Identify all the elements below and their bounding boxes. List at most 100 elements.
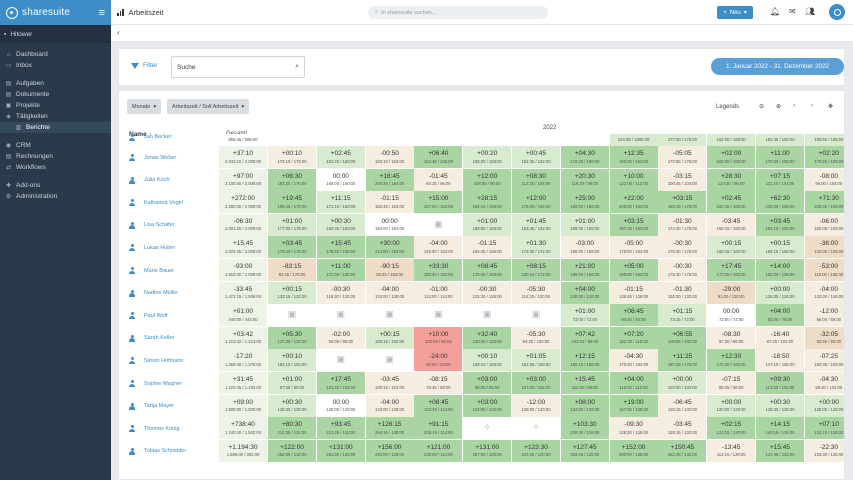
time-cell[interactable]: +04:00 82:00 / 78:00 (756, 304, 804, 327)
time-cell[interactable]: +22:00 206:00 / 184:00 (609, 191, 658, 214)
time-cell[interactable]: 00:00 120:00 / 120:00 (316, 394, 365, 417)
time-cell[interactable]: +07:15 111:15 / 104:00 (756, 168, 804, 191)
time-cell[interactable]: -03:00 165:00 / 168:00 (560, 236, 609, 259)
time-cell[interactable]: +62:30 228:30 / 166:00 (756, 191, 804, 214)
time-cell[interactable]: +00:00 104:00 / 104:00 (658, 372, 707, 394)
time-cell[interactable]: ▣ (365, 304, 414, 327)
time-cell[interactable]: +152:00 290:00 / 138:00 (609, 439, 658, 462)
time-cell[interactable]: +00:30 126:30 / 126:00 (756, 394, 804, 417)
time-cell[interactable]: -03:15 100:45 / 104:00 (658, 168, 707, 191)
time-cell[interactable]: +123:30 243:30 / 120:00 (512, 439, 560, 462)
time-cell[interactable]: +00:15 132:15 / 132:00 (268, 281, 316, 304)
time-cell[interactable]: +01:05 161:05 / 160:00 (512, 349, 560, 372)
time-cell[interactable]: +08:00 134:00 / 126:00 (560, 394, 609, 417)
time-cell[interactable]: +156:00 294:00 / 138:00 (365, 439, 414, 462)
time-cell[interactable]: -01:45 94:15 / 96:00 (414, 168, 463, 191)
time-cell[interactable]: +11:00 171:00 / 160:00 (316, 259, 365, 281)
time-cell[interactable]: -07:15 88:45 / 96:00 (707, 372, 756, 394)
time-cell[interactable]: +02:00 162:00 / 160:00 (707, 146, 756, 168)
time-cell[interactable]: +20:30 116:30 / 96:00 (560, 168, 609, 191)
time-cell[interactable]: -04:00 148:00 / 152:00 (414, 236, 463, 259)
time-cell[interactable]: -08:15 79:45 / 88:00 (414, 372, 463, 394)
time-cell[interactable]: -03:45 156:15 / 160:00 (707, 213, 756, 236)
employee-name[interactable]: Tobias Schneider (129, 440, 186, 463)
time-cell[interactable]: +06:45 90:45 / 84:00 (609, 304, 658, 327)
time-cell[interactable] (512, 134, 560, 146)
sidebar-item-inbox[interactable]: ▭ Inbox (0, 60, 111, 71)
employee-name[interactable]: Julia Koch (129, 169, 169, 192)
time-cell[interactable]: +19:00 157:00 / 138:00 (609, 394, 658, 417)
time-cell[interactable]: -06:45 125:15 / 132:00 (658, 394, 707, 417)
time-cell[interactable]: -00:50 183:10 / 184:00 (365, 146, 414, 168)
time-cell[interactable]: -00:30 119:30 / 120:00 (316, 281, 365, 304)
time-cell[interactable]: 00:00 184:00 / 184:00 (365, 213, 414, 236)
employee-name[interactable]: Sarah Keller (129, 327, 174, 350)
time-cell[interactable]: +06:30 182:30 / 176:00 (268, 168, 316, 191)
time-cell[interactable]: +28:30 124:30 / 96:00 (707, 168, 756, 191)
employee-name[interactable]: Thomas König (129, 417, 179, 440)
time-cell[interactable]: ▣ (316, 349, 365, 372)
time-cell[interactable]: -05:05 170:55 / 176:00 (658, 146, 707, 168)
time-cell[interactable]: +03:45 164:15 / 160:00 (756, 213, 804, 236)
mail-icon[interactable]: ✉ (789, 7, 796, 16)
time-cell[interactable]: -13:45 114:15 / 128:00 (707, 439, 756, 462)
time-cell[interactable]: +10:00 122:00 / 112:00 (609, 168, 658, 191)
time-cell[interactable]: -03:45 100:15 / 104:00 (365, 372, 414, 394)
time-cell[interactable]: +131:00 257:00 / 126:00 (463, 439, 512, 462)
time-cell[interactable]: -04:30 179:30 / 184:00 (609, 349, 658, 372)
sidebar-item-crm[interactable]: ◉ CRM (0, 140, 111, 151)
time-cell[interactable]: +17:45 121:45 / 104:00 (316, 372, 365, 394)
time-cell[interactable]: +19:45 195:45 / 176:00 (268, 191, 316, 214)
time-cell[interactable]: ▣ (365, 349, 414, 372)
date-range-button[interactable]: 1. Januar 2022 - 31. Dezember 2022 (711, 58, 844, 75)
time-cell[interactable]: +03:00 99:00 / 96:00 (463, 372, 512, 394)
time-cell[interactable]: +00:10 184:10 / 184:00 (268, 349, 316, 372)
time-cell[interactable]: ▣ (463, 304, 512, 327)
bell-icon[interactable]: 🔔︎ (770, 7, 781, 16)
time-cell[interactable]: +08:30 112:30 / 104:00 (512, 168, 560, 191)
chevron-right-icon[interactable]: › (811, 103, 813, 109)
time-cell[interactable]: -00:30 125:30 / 126:00 (463, 281, 512, 304)
employee-name[interactable]: Jonas Weber (129, 146, 176, 169)
time-cell[interactable]: +12:00 176:00 / 164:00 (512, 191, 560, 214)
time-cell[interactable]: +00:15 166:15 / 166:00 (756, 236, 804, 259)
time-cell[interactable]: +02:20 170:20 / 168:00 (804, 146, 844, 168)
time-cell[interactable]: +33:30 185:30 / 152:00 (414, 259, 463, 281)
time-cell[interactable]: +00:10 176:10 / 176:00 (268, 146, 316, 168)
time-cell[interactable]: +11:25 187:25 / 176:00 (658, 349, 707, 372)
time-cell[interactable]: 00:00 72:00 / 72:00 (707, 304, 756, 327)
time-cell[interactable]: +01:30 173:30 / 172:00 (512, 236, 560, 259)
time-cell[interactable]: +00:00 120:00 / 120:00 (707, 394, 756, 417)
time-cell[interactable]: +80:30 212:30 / 132:00 (268, 417, 316, 440)
time-cell[interactable]: -01:00 113:00 / 114:00 (414, 281, 463, 304)
time-cell[interactable]: -08:00 96:00 / 104:00 (804, 168, 844, 191)
users-icon[interactable]: 👥︎ (805, 7, 816, 16)
menu-toggle-icon[interactable]: ≡ (98, 6, 105, 19)
time-cell[interactable]: +71:30 239:30 / 168:00 (804, 191, 844, 214)
employee-name[interactable]: Katharina Vogel (129, 191, 183, 214)
time-cell[interactable]: +02:45 162:45 / 160:00 (707, 191, 756, 214)
time-cell[interactable]: +05:00 189:00 / 184:00 (609, 259, 658, 281)
time-cell[interactable]: +12:15 180:15 / 168:00 (560, 349, 609, 372)
time-cell[interactable]: +25:00 193:00 / 168:00 (560, 191, 609, 214)
time-cell[interactable]: -12:00 108:00 / 120:00 (512, 394, 560, 417)
time-cell[interactable]: +122:00 254:00 / 132:00 (268, 439, 316, 462)
global-search-input[interactable]: ⌕ In sharesuite suchen... (368, 6, 548, 19)
time-cell[interactable]: -06:00 162:00 / 168:00 (804, 213, 844, 236)
time-cell[interactable]: +04:00 130:00 / 126:00 (560, 281, 609, 304)
time-cell[interactable]: +01:00 169:00 / 168:00 (560, 213, 609, 236)
time-cell[interactable]: +126:15 264:15 / 138:00 (365, 417, 414, 440)
time-cell[interactable]: -29:00 91:00 / 120:00 (707, 281, 756, 304)
time-cell[interactable]: +00:20 168:20 / 168:00 (463, 146, 512, 168)
time-cell[interactable]: -05:00 179:00 / 184:00 (609, 236, 658, 259)
time-cell[interactable]: +30:00 214:00 / 184:00 (365, 236, 414, 259)
time-cell[interactable]: +16:45 200:45 / 184:00 (365, 168, 414, 191)
time-cell[interactable]: -01:15 166:45 / 168:00 (463, 236, 512, 259)
time-cell[interactable]: +04:30 172:30 / 168:00 (560, 146, 609, 168)
time-cell[interactable]: +103:30 229:30 / 126:00 (560, 417, 609, 440)
time-cell[interactable]: -00:30 175:30 / 176:00 (658, 236, 707, 259)
time-cell[interactable]: -04:00 134:00 / 138:00 (365, 281, 414, 304)
employee-name[interactable]: Nadine Müller (129, 282, 178, 305)
employee-name[interactable]: Lisa Schäfer (129, 214, 175, 237)
time-cell[interactable]: +91:15 205:15 / 114:00 (414, 417, 463, 440)
